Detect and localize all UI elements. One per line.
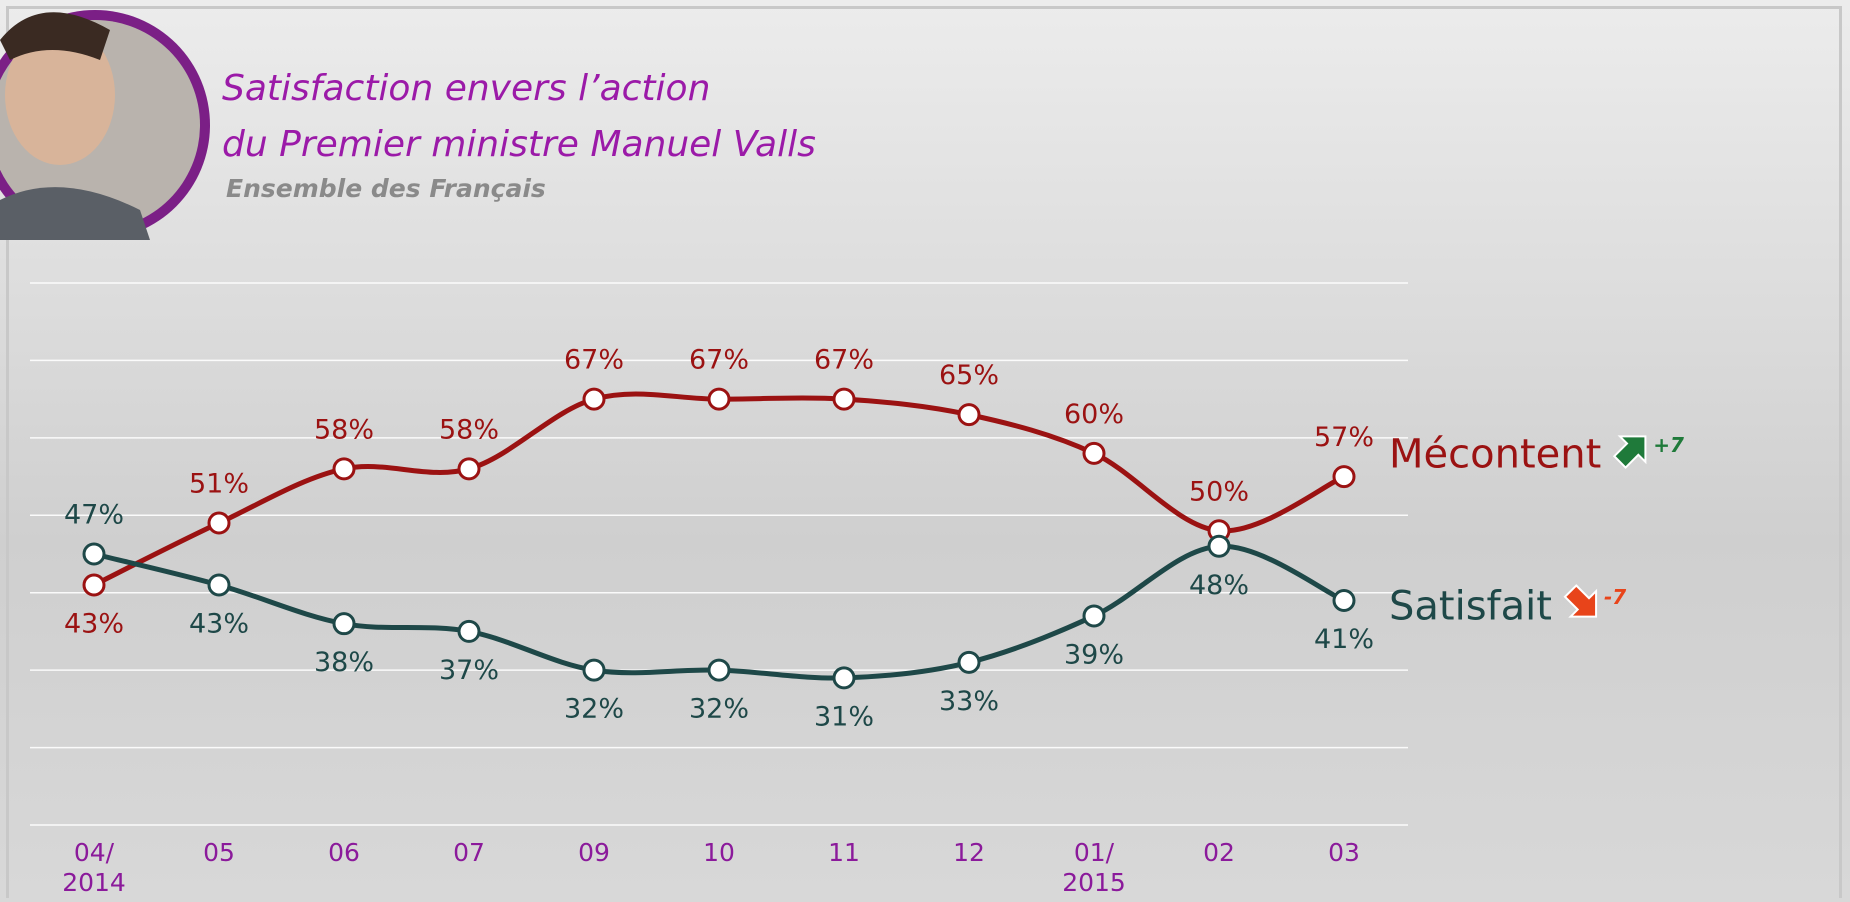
point [1209, 536, 1229, 556]
change-arrow [1607, 424, 1658, 475]
point [834, 389, 854, 409]
point [334, 614, 354, 634]
x-tick-label: 10 [669, 838, 769, 868]
point [959, 405, 979, 425]
data-label: 43% [64, 608, 124, 639]
data-label: 47% [64, 500, 124, 531]
x-tick-label: 12 [919, 838, 1019, 868]
x-tick-label: 06 [294, 838, 394, 868]
data-label: 41% [1314, 624, 1374, 655]
point [459, 459, 479, 479]
data-label: 48% [1189, 570, 1249, 601]
data-label: 33% [939, 686, 999, 717]
x-tick-label: 03 [1294, 838, 1394, 868]
series-line [94, 546, 1344, 678]
x-tick-label: 02 [1169, 838, 1269, 868]
data-label: 31% [814, 701, 874, 732]
data-label: 50% [1189, 476, 1249, 507]
data-label: 51% [189, 469, 249, 500]
data-label: 58% [314, 414, 374, 445]
point [1084, 606, 1104, 626]
data-label: 67% [564, 345, 624, 376]
point [334, 459, 354, 479]
point [584, 389, 604, 409]
chart-subtitle: Ensemble des Français [226, 174, 546, 203]
data-label: 32% [689, 694, 749, 725]
data-label: 32% [564, 694, 624, 725]
chart-title: du Premier ministre Manuel Valls [222, 124, 816, 165]
point [459, 621, 479, 641]
point [959, 652, 979, 672]
x-tick-label: 09 [544, 838, 644, 868]
point [84, 575, 104, 595]
arrow-shape [1607, 424, 1658, 475]
data-label: 43% [189, 608, 249, 639]
point [1084, 443, 1104, 463]
point [1334, 590, 1354, 610]
point [209, 513, 229, 533]
data-label: 57% [1314, 422, 1374, 453]
x-tick-label: 07 [419, 838, 519, 868]
arrow-shape [1558, 578, 1609, 629]
x-tick-label: 05 [169, 838, 269, 868]
point [84, 544, 104, 564]
point [709, 660, 729, 680]
legend-label: Satisfait [1389, 583, 1552, 629]
series-line [94, 394, 1344, 585]
data-label: 65% [939, 360, 999, 391]
point [709, 389, 729, 409]
change-label: +7 [1653, 433, 1684, 457]
x-tick-label: 11 [794, 838, 894, 868]
point [584, 660, 604, 680]
change-arrow [1558, 578, 1609, 629]
portrait [0, 10, 210, 240]
legend-label: Mécontent [1389, 432, 1601, 478]
point [209, 575, 229, 595]
data-label: 37% [439, 655, 499, 686]
x-tick-label: 01/ 2015 [1044, 838, 1144, 898]
data-label: 67% [814, 345, 874, 376]
data-label: 67% [689, 345, 749, 376]
x-tick-label: 04/ 2014 [44, 838, 144, 898]
data-label: 58% [439, 414, 499, 445]
data-label: 60% [1064, 399, 1124, 430]
data-label: 39% [1064, 639, 1124, 670]
data-label: 38% [314, 647, 374, 678]
point [834, 668, 854, 688]
change-label: -7 [1604, 585, 1626, 609]
page: 43% 51% 58% 58% 67% 67% 67% 65% 60% 50% 57% Méconte… [0, 0, 1850, 902]
chart-title: Satisfaction envers l’action [222, 68, 710, 109]
point [1334, 467, 1354, 487]
